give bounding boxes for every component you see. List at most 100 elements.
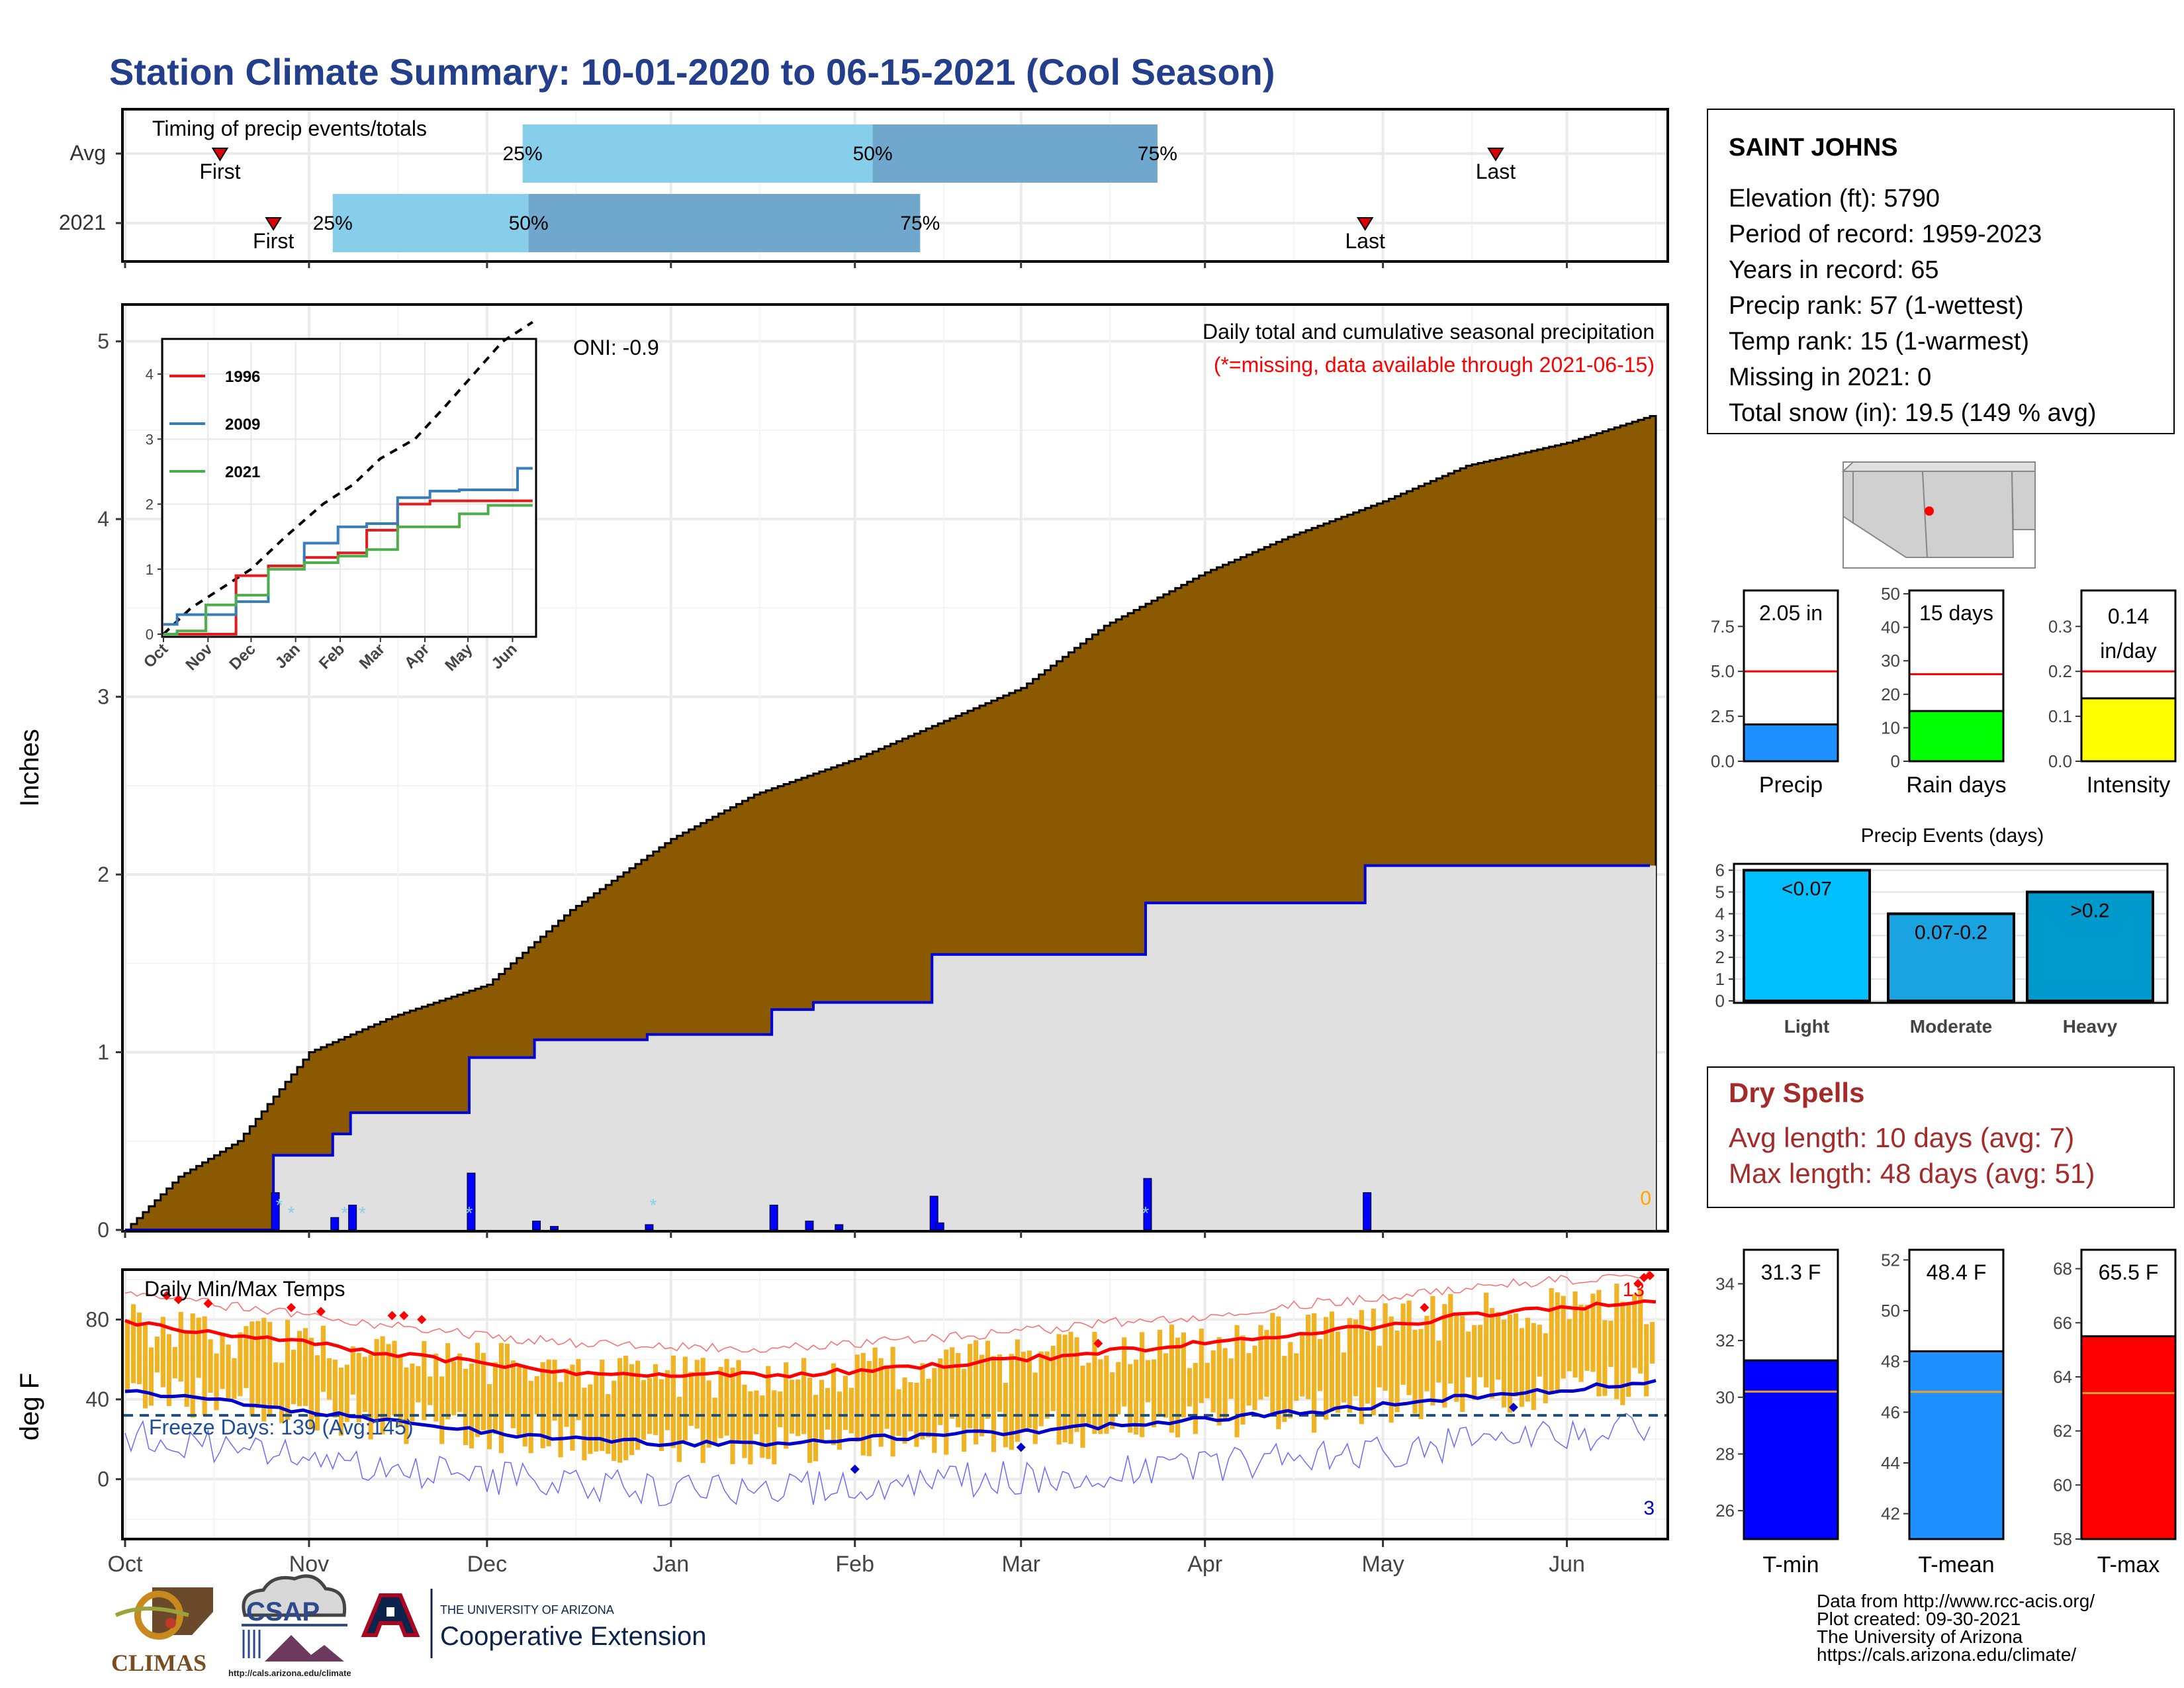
daily-temp-bar: [825, 1387, 831, 1430]
daily-temp-bar: [1026, 1350, 1032, 1429]
timing-bar-q50-q75: [872, 124, 1158, 183]
daily-temp-bar: [1323, 1317, 1329, 1420]
daily-temp-bar: [214, 1353, 219, 1411]
daily-temp-bar: [480, 1352, 486, 1430]
timing-label-first: First: [199, 160, 240, 183]
daily-temp-bar: [1602, 1320, 1608, 1396]
precip-ytick: 0: [97, 1218, 109, 1242]
mini-temp-label: T-min: [1763, 1552, 1819, 1577]
temp-xtick: Jan: [653, 1552, 689, 1577]
daily-temp-bar: [1329, 1311, 1335, 1411]
daily-temp-bar: [1561, 1295, 1566, 1379]
timing-row-label-avg: Avg: [69, 141, 106, 165]
daily-temp-bar: [1074, 1337, 1079, 1432]
mini-chart-label: Intensity: [2087, 773, 2171, 798]
station-location-dot: [1925, 506, 1934, 516]
mini-temp-ytick: 28: [1715, 1444, 1735, 1464]
daily-temp-bar: [142, 1324, 148, 1409]
mini-temp-ytick: 52: [1881, 1250, 1900, 1270]
timing-title: Timing of precip events/totals: [152, 117, 427, 140]
daily-temp-bar: [492, 1362, 498, 1434]
record-high-marker: [1420, 1303, 1430, 1313]
snow-marker: *: [1142, 1203, 1150, 1223]
freeze-days-label: Freeze Days: 139 (Avg:145): [149, 1415, 414, 1439]
precip-ytick: 3: [97, 685, 109, 709]
timing-label-75: 75%: [1138, 143, 1177, 165]
timing-label-first: First: [253, 229, 294, 253]
daily-temp-bar: [486, 1383, 492, 1450]
daily-temp-bar: [635, 1360, 641, 1450]
daily-temp-bar: [1270, 1313, 1275, 1415]
daily-temp-bar: [1388, 1316, 1394, 1423]
events-title: Precip Events (days): [1861, 825, 2044, 847]
daily-temp-bar: [196, 1317, 201, 1378]
daily-temp-bar: [664, 1370, 670, 1430]
timing-label-25: 25%: [313, 212, 353, 234]
daily-temp-bar: [778, 1391, 783, 1428]
daily-temp-bar: [1312, 1313, 1317, 1433]
daily-temp-bar: [1394, 1331, 1400, 1413]
daily-temp-bar: [208, 1339, 213, 1393]
temp-ytick: 0: [97, 1468, 109, 1491]
daily-temp-bar: [1347, 1318, 1352, 1413]
record-high-marker: [1093, 1338, 1103, 1348]
daily-temp-bar: [1086, 1362, 1091, 1425]
mini-temp-ytick: 48: [1881, 1352, 1900, 1372]
credit-line-4: https://cals.arizona.edu/climate/: [1817, 1644, 2076, 1665]
daily-precip-bar: [532, 1221, 541, 1231]
mini-value-label: 15 days: [1919, 601, 1993, 625]
record-high-marker: [387, 1311, 397, 1321]
daily-temp-bar: [890, 1346, 895, 1457]
daily-temp-bar: [540, 1362, 545, 1448]
avg-min-line: [124, 1379, 1657, 1448]
daily-temp-bar: [1246, 1353, 1251, 1406]
daily-temp-bar: [712, 1397, 717, 1445]
daily-temp-bar: [202, 1316, 207, 1416]
daily-temp-bar: [457, 1353, 463, 1413]
timing-bar-q25-q50: [522, 124, 873, 183]
daily-temp-bar: [534, 1376, 539, 1415]
daily-temp-bar: [125, 1319, 130, 1391]
daily-temp-bar: [552, 1360, 557, 1421]
daily-temp-bar: [878, 1358, 884, 1447]
daily-temp-bar: [1590, 1293, 1596, 1372]
daily-temp-bar: [148, 1347, 154, 1406]
timing-marker-first: [265, 217, 282, 231]
timing-row-label-2021: 2021: [59, 211, 106, 234]
mini-chart-precip: 2.05 in 0.0 2.5 5.0 7.5 Precip: [1711, 589, 1839, 798]
daily-temp-bar: [1175, 1337, 1180, 1438]
mini-ytick: 5.0: [1711, 661, 1735, 681]
observed-cumulative-area: [125, 865, 1656, 1230]
daily-temp-bar: [908, 1382, 913, 1432]
daily-temp-bar: [1466, 1331, 1471, 1378]
daily-temp-bar: [872, 1347, 878, 1438]
mini-temp-bar: [2080, 1335, 2177, 1540]
record-high-marker: [1633, 1279, 1643, 1289]
daily-temp-bar: [314, 1355, 320, 1430]
daily-temp-bar: [1187, 1368, 1192, 1407]
daily-temp-bar: [1264, 1330, 1269, 1397]
precip-ylabel: Inches: [15, 729, 44, 807]
temp-xtick: Jun: [1549, 1552, 1585, 1577]
dry-spells-max: Max length: 48 days (avg: 51): [1729, 1158, 2095, 1189]
daily-temp-bar: [232, 1358, 237, 1399]
record-high-marker: [203, 1299, 213, 1309]
precip-ytick: 4: [97, 507, 109, 531]
mini-temp-t-mean: 48.4 F 42 44 46 48 50 52 T-mean: [1881, 1248, 2005, 1577]
daily-temp-bar: [1489, 1307, 1495, 1399]
ua-bottom-text: Cooperative Extension: [440, 1622, 706, 1651]
daily-temp-bar: [926, 1378, 931, 1438]
daily-temp-bar: [748, 1391, 753, 1465]
inset-ytick: 4: [146, 366, 154, 383]
daily-temp-bar: [1430, 1295, 1435, 1406]
precip-legend-sub: (*=missing, data available through 2021-…: [1214, 353, 1655, 377]
daily-temp-bar: [558, 1382, 563, 1458]
daily-temp-bar: [854, 1354, 860, 1442]
daily-temp-bar: [1240, 1335, 1246, 1425]
precip-events-chart: Precip Events (days) <0.07 Light 0.07-0.2 M…: [1715, 825, 2169, 1037]
daily-temp-bar: [1199, 1329, 1204, 1403]
daily-temp-bar: [600, 1360, 605, 1451]
daily-temp-bar: [386, 1344, 391, 1420]
daily-temp-bar: [576, 1359, 581, 1421]
